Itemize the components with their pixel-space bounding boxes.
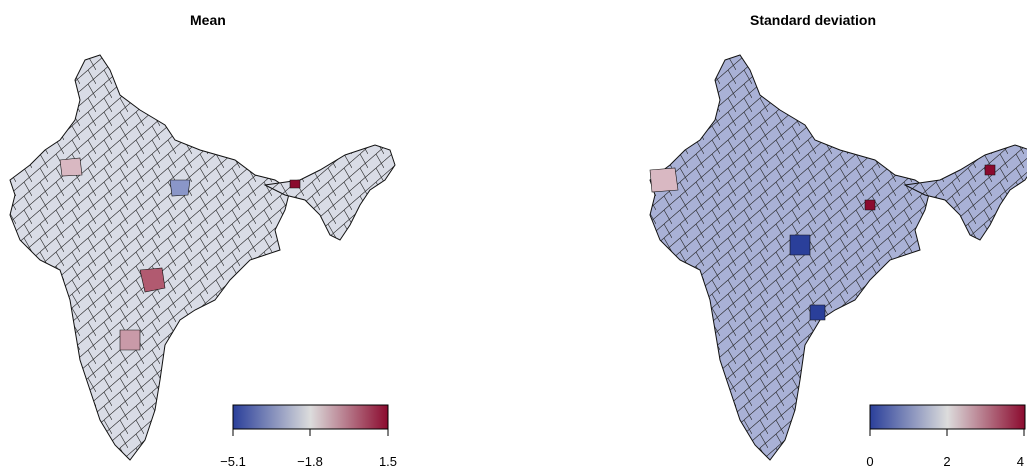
district-highlight [864,199,876,211]
district-highlight [789,234,811,256]
mean-panel: Mean −5.1 −1.8 1.5 [0,0,500,471]
sd-title: Standard deviation [750,12,877,28]
sd-map-svg: 0 2 4 [649,54,1027,469]
sd-tick-max: 4 [1017,454,1024,469]
district-highlight [119,329,141,351]
district-highlight [984,164,996,176]
sd-tick-mid: 2 [943,454,950,469]
mean-tick-min: −5.1 [220,454,246,469]
district-highlight [809,304,826,321]
sd-colorbar [869,404,1026,430]
district-highlight [169,179,191,197]
mean-colorbar [232,404,389,430]
india-mainland [9,54,291,461]
northeast-region [903,144,1027,241]
mean-tick-max: 1.5 [379,454,397,469]
northeast-region [263,144,396,241]
district-highlight [289,179,301,189]
mean-tick-mid: −1.8 [297,454,323,469]
mean-title: Mean [190,12,226,28]
india-mainland [649,54,931,461]
district-highlight [59,157,83,177]
mean-map-svg: −5.1 −1.8 1.5 [9,54,397,469]
sd-panel: Standard deviation 0 2 4 [500,0,1027,471]
sd-tick-min: 0 [866,454,873,469]
district-highlight [139,267,166,293]
district-highlight [649,167,679,193]
